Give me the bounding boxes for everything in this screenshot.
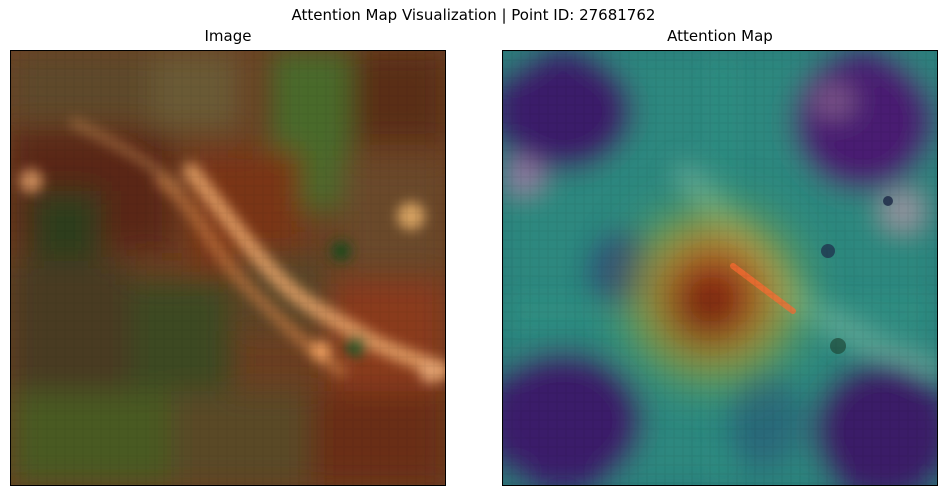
- attention-heatmap: [503, 51, 937, 485]
- attention-panel-title: Attention Map: [667, 27, 773, 45]
- figure-title: Attention Map Visualization | Point ID: …: [291, 6, 656, 24]
- satellite-image: [11, 51, 445, 485]
- attention-map-panel: [502, 50, 938, 486]
- satellite-image-panel: [10, 50, 446, 486]
- image-panel-title: Image: [204, 27, 252, 45]
